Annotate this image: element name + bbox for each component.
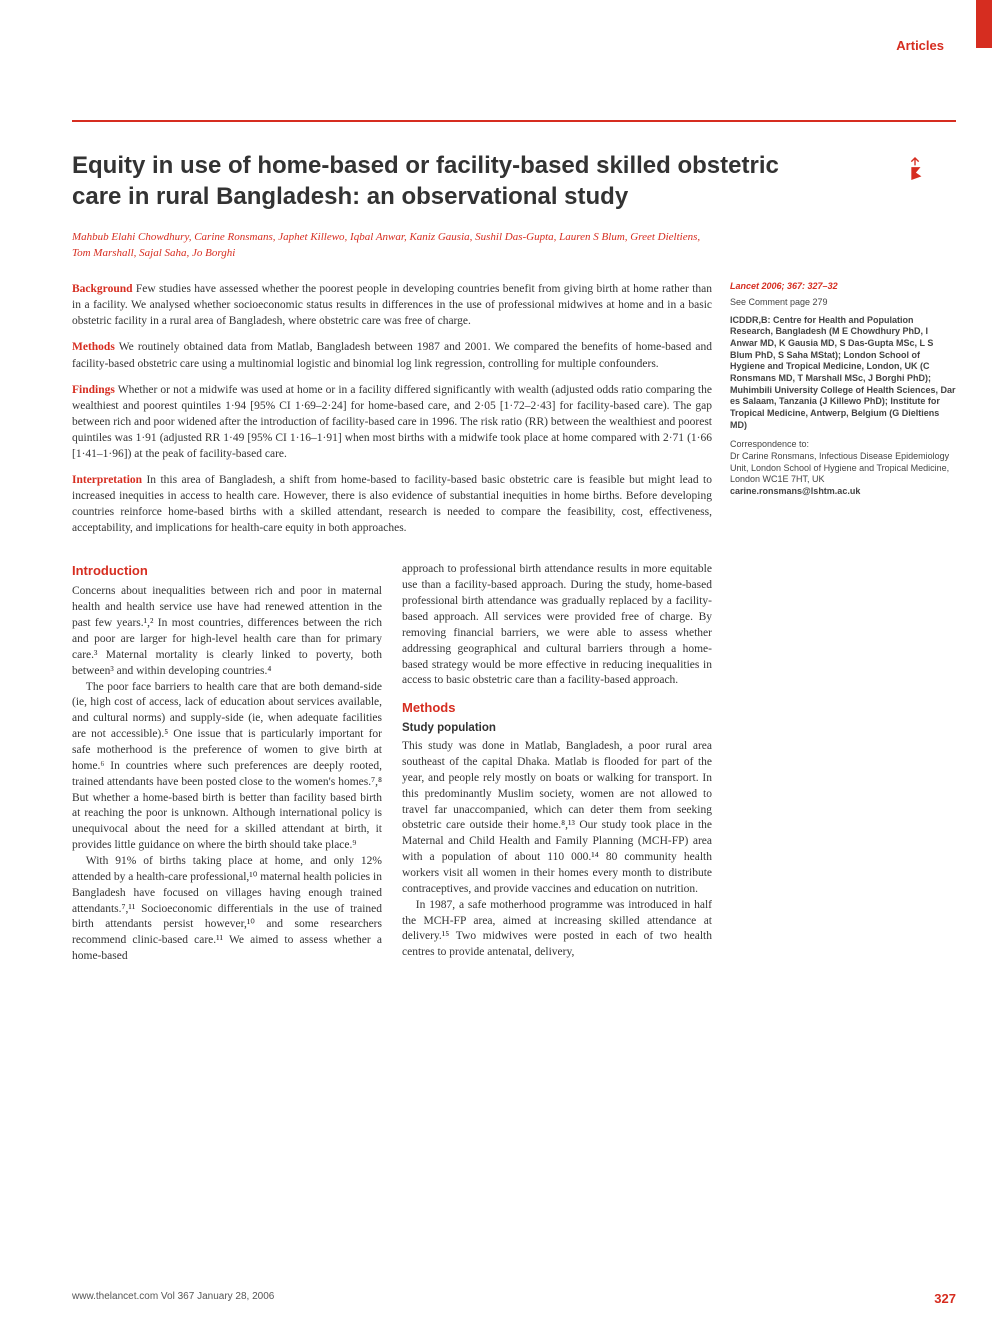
introduction-heading: Introduction bbox=[72, 562, 382, 580]
abstract-interpretation-text: In this area of Bangladesh, a shift from… bbox=[72, 474, 712, 534]
journal-edge-tab bbox=[976, 0, 992, 48]
abstract-sidebar-row: Background Few studies have assessed whe… bbox=[72, 281, 956, 546]
abstract-label: Interpretation bbox=[72, 474, 142, 486]
abstract-methods-text: We routinely obtained data from Matlab, … bbox=[72, 341, 712, 369]
title-rule bbox=[72, 120, 956, 122]
correspondence-label: Correspondence to: bbox=[730, 439, 956, 451]
study-population-heading: Study population bbox=[402, 721, 712, 737]
body-column-left: Introduction Concerns about inequalities… bbox=[72, 562, 382, 965]
abstract-label: Findings bbox=[72, 384, 115, 396]
abstract: Background Few studies have assessed whe… bbox=[72, 281, 712, 536]
body-column-right: approach to professional birth attendanc… bbox=[402, 562, 712, 965]
author-list: Mahbub Elahi Chowdhury, Carine Ronsmans,… bbox=[72, 230, 712, 261]
abstract-findings-text: Whether or not a midwife was used at hom… bbox=[72, 384, 712, 460]
abstract-background: Background Few studies have assessed whe… bbox=[72, 281, 712, 329]
abstract-background-text: Few studies have assessed whether the po… bbox=[72, 283, 712, 327]
page-number: 327 bbox=[934, 1291, 956, 1306]
methods-heading: Methods bbox=[402, 699, 712, 717]
body-paragraph: approach to professional birth attendanc… bbox=[402, 562, 712, 689]
body-paragraph: With 91% of births taking place at home,… bbox=[72, 854, 382, 965]
see-comment: See Comment page 279 bbox=[730, 297, 956, 309]
body-paragraph: The poor face barriers to health care th… bbox=[72, 680, 382, 854]
journal-reference: Lancet 2006; 367: 327–32 bbox=[730, 281, 956, 293]
page-content: Equity in use of home-based or facility-… bbox=[72, 150, 956, 965]
affiliations: ICDDR,B: Centre for Health and Populatio… bbox=[730, 315, 956, 432]
body-columns: Introduction Concerns about inequalities… bbox=[72, 562, 712, 965]
sidebar-metadata: Lancet 2006; 367: 327–32 See Comment pag… bbox=[730, 281, 956, 546]
correspondence-address: Dr Carine Ronsmans, Infectious Disease E… bbox=[730, 451, 956, 486]
body-paragraph: This study was done in Matlab, Banglades… bbox=[402, 739, 712, 898]
abstract-interpretation: Interpretation In this area of Banglades… bbox=[72, 472, 712, 536]
body-paragraph: In 1987, a safe motherhood programme was… bbox=[402, 898, 712, 961]
body-paragraph: Concerns about inequalities between rich… bbox=[72, 584, 382, 679]
page-footer: www.thelancet.com Vol 367 January 28, 20… bbox=[72, 1291, 956, 1306]
abstract-findings: Findings Whether or not a midwife was us… bbox=[72, 382, 712, 462]
correspondence-email: carine.ronsmans@lshtm.ac.uk bbox=[730, 486, 956, 498]
abstract-label: Background bbox=[72, 283, 133, 295]
article-title: Equity in use of home-based or facility-… bbox=[72, 150, 792, 212]
section-label: Articles bbox=[896, 38, 944, 53]
abstract-label: Methods bbox=[72, 341, 115, 353]
footer-citation: www.thelancet.com Vol 367 January 28, 20… bbox=[72, 1291, 274, 1306]
abstract-methods: Methods We routinely obtained data from … bbox=[72, 339, 712, 371]
